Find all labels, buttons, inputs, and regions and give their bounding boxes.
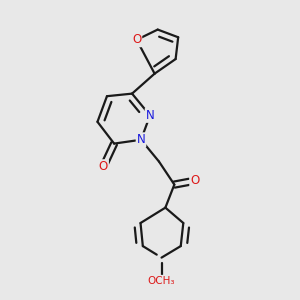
Text: N: N bbox=[137, 133, 146, 146]
Text: O: O bbox=[132, 33, 141, 46]
Text: OCH₃: OCH₃ bbox=[148, 276, 175, 286]
Text: O: O bbox=[190, 174, 200, 187]
Text: N: N bbox=[146, 109, 154, 122]
Text: O: O bbox=[99, 160, 108, 173]
